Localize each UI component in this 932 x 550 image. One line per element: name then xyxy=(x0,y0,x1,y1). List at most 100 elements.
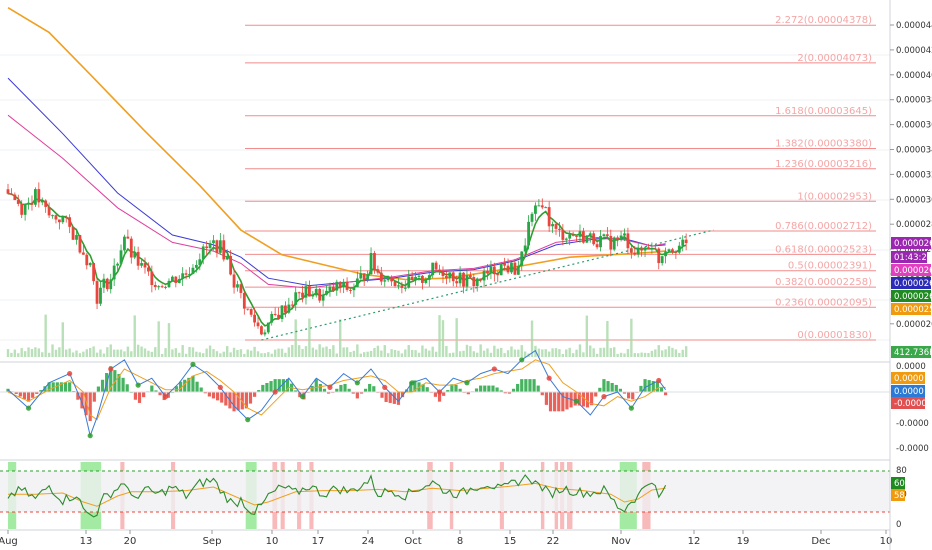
volume-bar xyxy=(44,314,47,357)
volume-bar xyxy=(164,348,167,357)
histogram-bar xyxy=(150,385,154,392)
volume-bar xyxy=(650,350,654,357)
price-panel[interactable]: 2.272(0.00004378) 2(0.00004073) 1.618(0.00… xyxy=(6,7,876,357)
candle-body xyxy=(455,281,459,284)
volume-bar xyxy=(452,352,455,357)
osc-tick-label: 0.0000 xyxy=(896,362,926,372)
candle-body xyxy=(338,281,342,287)
candle-body xyxy=(253,314,256,323)
histogram-bar xyxy=(84,392,88,416)
candle-body xyxy=(540,205,544,208)
candle-body xyxy=(239,284,243,293)
volume-bar xyxy=(390,349,393,357)
volume-bar xyxy=(212,349,215,357)
x-tick-label: Nov xyxy=(611,536,631,547)
volume-bar xyxy=(249,350,253,357)
histogram-bar xyxy=(606,381,610,392)
candle-body xyxy=(393,281,397,287)
volume-bar xyxy=(479,344,482,357)
price-badge-label: 0.0000 xyxy=(894,374,924,384)
volume-bar xyxy=(414,350,417,357)
volume-bar xyxy=(345,347,349,357)
candle-body xyxy=(462,272,465,287)
x-tick-label: 10 xyxy=(266,536,279,547)
candle-body xyxy=(349,289,352,291)
volume-bar xyxy=(143,348,147,357)
candle-body xyxy=(660,256,664,264)
histogram-bar xyxy=(117,373,121,392)
volume-bar xyxy=(410,349,414,357)
candle-body xyxy=(564,238,568,240)
candle-body xyxy=(133,251,137,258)
volume-bar xyxy=(167,323,171,357)
histogram-bar xyxy=(528,379,532,392)
candle-body xyxy=(534,205,537,214)
candle-body xyxy=(595,244,599,248)
volume-bar xyxy=(102,353,106,357)
histogram-bar xyxy=(573,392,577,406)
volume-bar xyxy=(342,347,345,357)
candle-body xyxy=(246,308,250,310)
volume-bar xyxy=(68,348,71,357)
volume-bar xyxy=(116,349,119,357)
histogram-bar xyxy=(133,392,138,400)
volume-bar xyxy=(547,351,551,357)
candle-body xyxy=(208,243,212,249)
x-tick-label: 13 xyxy=(80,536,93,547)
histogram-bar xyxy=(232,392,236,412)
time-axis[interactable]: Aug 13 20 Sep 10 17 24 Oct 8 15 22 Nov 12 19 Dec 10 xyxy=(0,530,892,547)
candle-body xyxy=(78,235,82,253)
candle-body xyxy=(400,285,404,288)
fib-level-label: 1.382(0.00003380) xyxy=(775,139,872,150)
candle-body xyxy=(612,237,616,250)
histogram-bar xyxy=(343,383,347,392)
candle-body xyxy=(647,247,650,250)
candle-body xyxy=(112,265,116,280)
candle-body xyxy=(588,233,592,236)
oscillator-axis[interactable]: 0.0000 -0.0000 -0.0000 xyxy=(896,362,929,454)
oscillator-panel[interactable] xyxy=(0,349,890,439)
candle-body xyxy=(355,278,359,287)
volume-bar xyxy=(51,344,54,357)
candle-body xyxy=(582,231,585,243)
price-badge-label: 412.736K xyxy=(894,348,932,358)
fib-level-label: 2.272(0.00004378) xyxy=(775,15,872,26)
volume-bar xyxy=(222,351,225,357)
volume-bar xyxy=(407,344,410,357)
candle-body xyxy=(181,273,185,279)
histogram-bar xyxy=(491,385,495,392)
histogram-bar xyxy=(273,379,277,392)
cross-dot xyxy=(519,357,525,363)
volume-bar xyxy=(315,349,318,357)
volume-bar xyxy=(17,353,20,357)
candle-body xyxy=(328,286,332,291)
volume-bar xyxy=(585,315,589,357)
candle-body xyxy=(379,272,383,282)
histogram-bar xyxy=(524,379,528,392)
candle-body xyxy=(657,248,661,264)
volume-bar xyxy=(565,349,568,357)
histogram-bar xyxy=(664,392,668,396)
candle-body xyxy=(568,234,572,239)
volume-bar xyxy=(654,349,657,357)
histogram-bar xyxy=(622,392,627,394)
y-tick-label: 0.00004200 xyxy=(896,46,932,56)
x-tick-label: 19 xyxy=(737,536,750,547)
cross-dot xyxy=(162,394,169,400)
histogram-bar xyxy=(351,392,355,394)
volume-bar xyxy=(54,349,58,357)
volume-bar xyxy=(229,352,232,357)
histogram-bar xyxy=(310,385,314,392)
x-tick-label: 15 xyxy=(504,536,517,547)
candle-body xyxy=(479,278,483,281)
volume-bar xyxy=(157,321,160,357)
volume-bar xyxy=(277,348,280,357)
candle-body xyxy=(516,265,520,275)
volume-bar xyxy=(284,352,287,357)
rsi-panel[interactable] xyxy=(0,462,890,529)
cross-dot xyxy=(190,361,196,367)
histogram-bar xyxy=(174,386,179,392)
candle-body xyxy=(314,288,318,296)
osc-tick-label: -0.0000 xyxy=(896,419,929,429)
